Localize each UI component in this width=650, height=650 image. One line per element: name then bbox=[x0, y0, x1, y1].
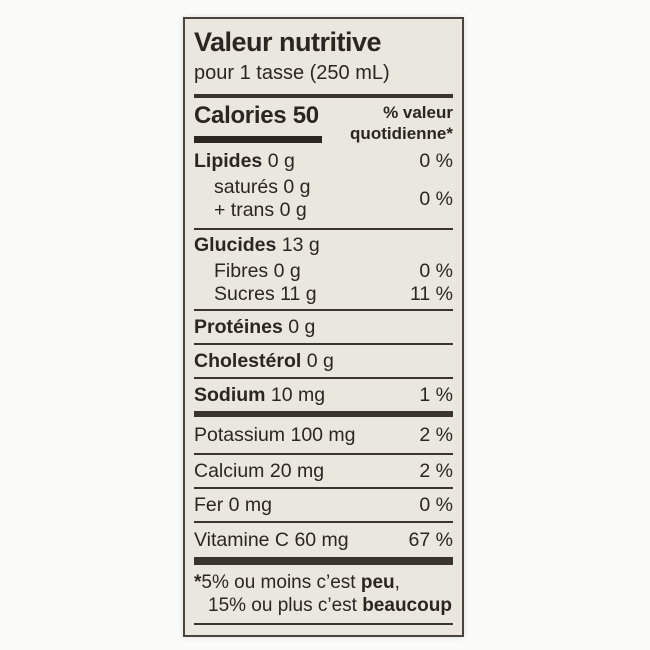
nutrient-name: Potassium bbox=[194, 423, 286, 446]
nutrient-amount: 0 g bbox=[267, 149, 295, 172]
nutrient-row-calcium: Calcium 20 mg 2 % bbox=[194, 455, 453, 487]
nutrient-name: Calcium bbox=[194, 459, 265, 482]
nutrient-row-glucides: Glucides 13 g bbox=[194, 230, 453, 260]
nutrient-amount: 10 mg bbox=[270, 383, 326, 406]
nutrition-label: Valeur nutritive pour 1 tasse (250 mL) C… bbox=[183, 17, 464, 637]
nutrient-amount: 0 g bbox=[283, 176, 311, 198]
divider bbox=[194, 309, 453, 311]
asterisk-icon: * bbox=[194, 572, 202, 593]
nutrient-row-proteines: Protéines 0 g bbox=[194, 311, 453, 343]
nutrient-name: saturés bbox=[214, 176, 278, 198]
nutrient-dv: 67 % bbox=[408, 528, 453, 551]
nutrient-amount: 11 g bbox=[280, 283, 317, 305]
nutrient-dv: 2 % bbox=[419, 459, 453, 482]
divider-thick bbox=[194, 557, 453, 565]
divider-bottom bbox=[194, 623, 453, 625]
daily-value-header: % valeur quotidienne* bbox=[350, 102, 453, 146]
nutrient-amount: 0 g bbox=[306, 349, 334, 372]
calories-value: 50 bbox=[292, 102, 319, 129]
nutrient-name: Cholestérol bbox=[194, 349, 302, 372]
nutrient-row-saturated-trans: saturés 0 g + trans 0 g 0 % bbox=[194, 176, 453, 222]
divider-thick bbox=[194, 94, 453, 98]
calories-underline-bar bbox=[194, 136, 322, 143]
calories-word: Calories bbox=[194, 102, 287, 129]
nutrient-dv: 1 % bbox=[419, 383, 453, 406]
footnote-line1: *5% ou moins c’est peu, bbox=[194, 572, 400, 593]
nutrient-dv: 11 % bbox=[410, 283, 453, 305]
footnote: *5% ou moins c’est peu, 15% ou plus c’es… bbox=[194, 571, 453, 617]
nutrient-row-cholesterol: Cholestérol 0 g bbox=[194, 345, 453, 377]
nutrient-name: + trans bbox=[214, 199, 275, 221]
daily-value-header-line2: quotidienne* bbox=[350, 124, 453, 143]
nutrient-name: Fibres bbox=[214, 260, 269, 282]
divider-thick bbox=[194, 411, 453, 417]
nutrient-row-sucres: Sucres 11 g 11 % bbox=[194, 283, 453, 306]
nutrient-amount: 60 mg bbox=[294, 528, 349, 551]
nutrient-row-lipides: Lipides 0 g 0 % bbox=[194, 146, 453, 176]
nutrient-amount: 13 g bbox=[281, 233, 320, 256]
nutrient-name: Sucres bbox=[214, 283, 275, 305]
nutrient-row-fer: Fer 0 mg 0 % bbox=[194, 489, 453, 521]
divider bbox=[194, 521, 453, 523]
nutrient-dv: 0 % bbox=[419, 493, 453, 516]
nutrient-dv: 0 % bbox=[419, 260, 453, 282]
divider bbox=[194, 377, 453, 379]
nutrient-amount: 0 g bbox=[288, 315, 316, 338]
nutrient-name: Sodium bbox=[194, 383, 266, 406]
nutrient-dv: 0 % bbox=[419, 149, 453, 172]
nutrient-row-potassium: Potassium 100 mg 2 % bbox=[194, 417, 453, 453]
nutrient-row-vitamine-c: Vitamine C 60 mg 67 % bbox=[194, 523, 453, 557]
calories-row: Calories 50 % valeur quotidienne* bbox=[194, 102, 453, 146]
nutrient-name: Lipides bbox=[194, 149, 263, 172]
nutrient-name: Protéines bbox=[194, 315, 283, 338]
divider bbox=[194, 228, 453, 230]
nutrient-amount: 20 mg bbox=[269, 459, 325, 482]
nutrient-row-sodium: Sodium 10 mg 1 % bbox=[194, 379, 453, 411]
divider bbox=[194, 343, 453, 345]
nutrient-name: Fer bbox=[194, 493, 224, 516]
nutrient-amount: 0 g bbox=[279, 199, 307, 221]
nutrient-dv: 2 % bbox=[419, 423, 453, 446]
calories-label: Calories 50 bbox=[194, 102, 322, 130]
label-title: Valeur nutritive bbox=[194, 27, 382, 57]
nutrient-amount: 0 g bbox=[273, 260, 301, 282]
nutrient-name: Glucides bbox=[194, 233, 277, 256]
nutrient-name: Vitamine C bbox=[194, 528, 290, 551]
nutrient-amount: 100 mg bbox=[290, 423, 356, 446]
serving-size: pour 1 tasse (250 mL) bbox=[194, 62, 390, 84]
daily-value-header-line1: % valeur bbox=[383, 103, 453, 122]
nutrient-row-fibres: Fibres 0 g 0 % bbox=[194, 260, 453, 283]
divider bbox=[194, 487, 453, 489]
footnote-line2: 15% ou plus c’est beaucoup bbox=[208, 595, 452, 616]
divider bbox=[194, 453, 453, 455]
nutrient-amount: 0 mg bbox=[228, 493, 273, 516]
nutrient-dv: 0 % bbox=[419, 187, 453, 210]
